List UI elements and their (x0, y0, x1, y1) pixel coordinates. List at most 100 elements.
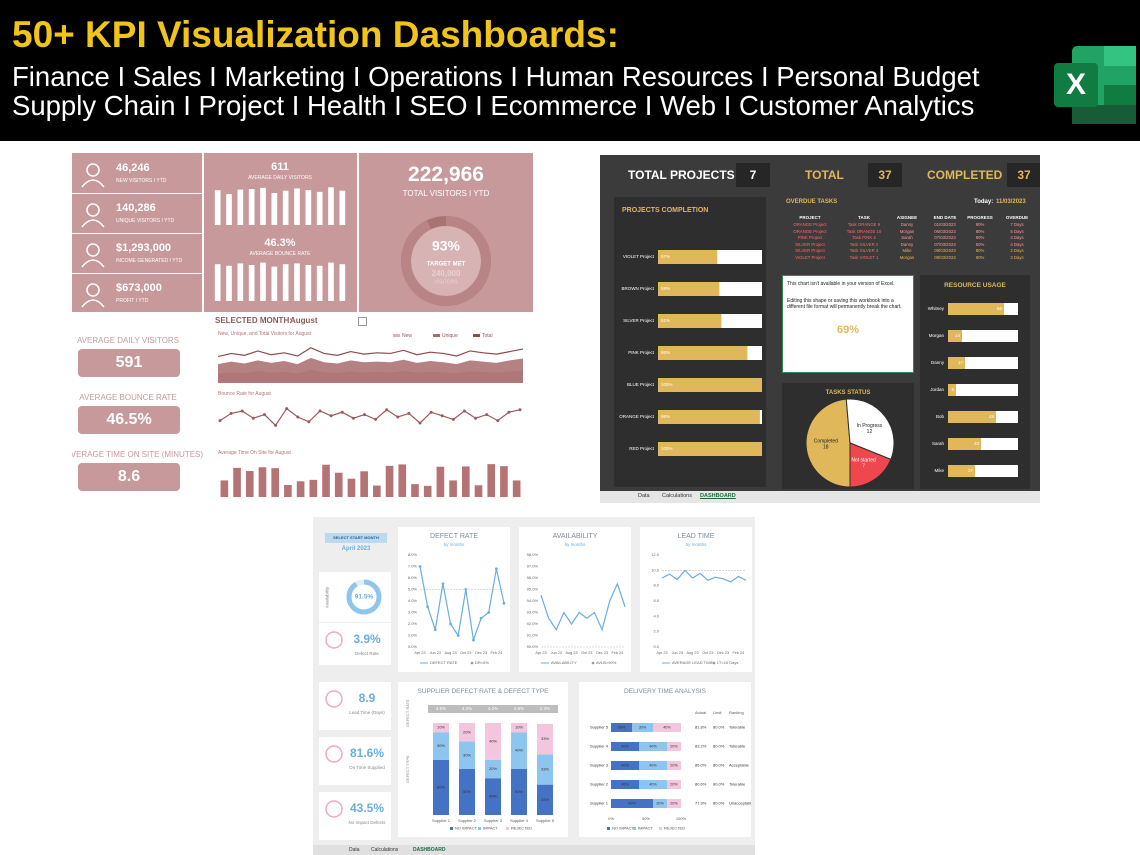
divider (72, 273, 202, 274)
bar (436, 466, 445, 497)
x-tick-label: Oct 23 (460, 651, 471, 655)
pie-slice (849, 442, 892, 488)
table-cell: Task ORANGE 9 (847, 222, 881, 227)
column-header: Limit (713, 710, 722, 715)
y-tick-label: 92.0% (527, 621, 539, 626)
panel (614, 197, 766, 487)
icon-shape (81, 299, 105, 308)
category-label: Danny (931, 360, 945, 365)
icon-shape (325, 800, 343, 818)
legend-item: Total (473, 333, 493, 339)
note-text: Editing this shape or saving this workbo… (787, 298, 902, 310)
sheet-tab: Calculations (662, 493, 692, 499)
bar-segment (511, 723, 527, 733)
bar-segment (511, 732, 527, 769)
side-value: 8.6 (78, 463, 180, 491)
metric-label: AVERAGE DAILY VISITORS (248, 175, 312, 181)
bar-segment (537, 723, 553, 755)
bar-segment (632, 723, 653, 732)
table-cell: Unacceptable (729, 801, 751, 806)
bar-track (948, 330, 1018, 342)
table-cell: 80.0% (713, 801, 725, 806)
x-tick-label: Oct 23 (702, 651, 713, 655)
slice-label: In Progress (857, 423, 883, 429)
bar (271, 468, 279, 497)
point (407, 411, 411, 415)
panel-title: PROJECTS COMPLETION (622, 207, 709, 214)
value-label: 30% (618, 726, 626, 730)
month-value: April 2023 (341, 546, 371, 552)
table-cell: 80% (975, 228, 985, 234)
value-label: 100% (661, 382, 673, 387)
mini-bar-chart (214, 262, 346, 301)
bar-segment (611, 742, 639, 751)
bar (245, 471, 254, 497)
point (229, 411, 233, 415)
value-label: 40% (649, 764, 657, 768)
supply-dashboard: SELECT START MONTH April 2023 91.5% Availab… (313, 517, 755, 855)
value-label: 20% (670, 802, 678, 806)
table-cell: 7 Days (1010, 222, 1024, 227)
x-tick-label: Aug 23 (687, 651, 699, 655)
y-tick-label: 6.0 (653, 598, 659, 603)
table-cell: 90% (975, 235, 985, 240)
tab-bar (313, 845, 755, 855)
value-label: 30% (463, 752, 471, 757)
bar (334, 472, 343, 497)
table-cell: 80.6% (695, 782, 707, 787)
value-label: 40% (649, 783, 657, 787)
table-cell: Mike (902, 248, 912, 253)
legend-label: IMPACT (483, 826, 498, 831)
value-label: 33% (541, 736, 549, 741)
y-tick-label: 5.0% (408, 587, 418, 592)
table-cell: VIOLET Project (795, 254, 825, 260)
value-label: 86% (661, 350, 670, 355)
card (319, 623, 391, 665)
table-cell: 08/03/2023 (934, 254, 956, 260)
value-label: 17 (958, 360, 964, 365)
legend-swatch (607, 827, 610, 830)
legend-label: REJECTED (664, 826, 685, 831)
bar (339, 190, 346, 225)
value-label: 98% (661, 414, 670, 419)
legend-label: AVAILABILITY (551, 660, 577, 665)
table-header: PROGRESS (967, 215, 993, 220)
table-cell: 50% (975, 241, 985, 247)
x-tick-label: Feb 24 (490, 651, 502, 655)
x-tick-label: Supplier 5 (536, 818, 555, 823)
tile-value: 7 (736, 163, 770, 187)
kpi-icon (325, 800, 343, 818)
bar (512, 480, 521, 497)
value-label: 10% (515, 725, 523, 730)
y-tick-label: 7.0% (408, 564, 418, 569)
line (419, 566, 505, 641)
icon-shape (325, 631, 343, 649)
table-cell: 77.9% (695, 801, 707, 806)
kpi-label: Defect Rate (355, 651, 379, 656)
value-label: 8 (951, 387, 954, 392)
column-header: Actual (695, 710, 706, 715)
time-chart (220, 464, 521, 497)
column-header: Ranking (729, 710, 744, 715)
bar (220, 480, 229, 497)
category-label: BROWN Project (621, 286, 654, 291)
divider (357, 153, 359, 312)
point (518, 408, 522, 412)
category-label: Whitney (928, 306, 945, 311)
metric-value: 46.3% (264, 237, 296, 249)
y-tick-label: 8.0 (653, 583, 659, 588)
kpi-value: 8.9 (358, 691, 376, 705)
bar-segment (653, 799, 667, 808)
line (219, 407, 521, 427)
table-cell: ORANGE Project (793, 222, 827, 227)
tile-label: COMPLETED (927, 168, 1003, 182)
bar-segment (639, 780, 667, 789)
icon-shape (325, 745, 343, 763)
kpi-value: 3.9% (353, 632, 381, 646)
legend-label: Total (482, 333, 493, 339)
value-label: 59% (661, 286, 670, 291)
legend-item: New (393, 333, 412, 339)
chart-title: DELIVERY TIME ANALYSIS (624, 688, 706, 695)
icon-shape (86, 283, 100, 297)
value-label: 30% (437, 743, 445, 748)
